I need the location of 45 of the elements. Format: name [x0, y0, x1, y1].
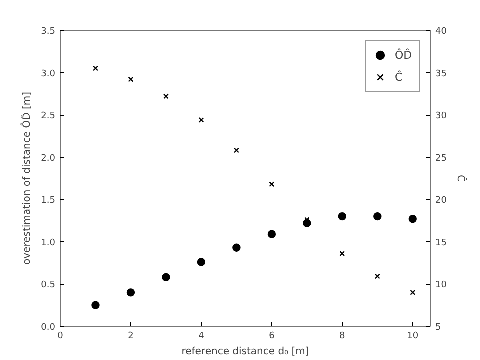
- y-tick-label: 0.0: [41, 323, 56, 333]
- y2-tick-label: 10: [436, 280, 448, 291]
- point: [268, 230, 276, 238]
- x-tick-label: 4: [198, 332, 205, 342]
- y2-tick-label: 15: [436, 238, 447, 248]
- y-tick-label: 2.0: [41, 154, 56, 164]
- y-tick-label: 0.5: [41, 280, 56, 291]
- y2-tick-label: 40: [436, 27, 448, 37]
- point: [408, 215, 417, 224]
- y2-tick-label: 25: [436, 154, 447, 164]
- y-tick-label: 3.0: [41, 69, 56, 80]
- point: [338, 212, 347, 221]
- point: [234, 148, 240, 154]
- point: [340, 251, 346, 256]
- y2-tick-label: 5: [436, 323, 442, 333]
- y-tick-label: 2.5: [41, 112, 56, 122]
- y2-tick-label: 35: [436, 69, 447, 80]
- point: [410, 290, 416, 296]
- y2-tick-label: 30: [436, 112, 448, 122]
- x-tick-label: 10: [407, 332, 419, 342]
- legend-label: Ĉ: [395, 70, 404, 84]
- x-axis-title: reference distance d₀ [m]: [182, 346, 310, 358]
- point: [232, 244, 241, 252]
- x-tick-label: 6: [269, 332, 276, 342]
- x-tick-label: 2: [128, 332, 134, 342]
- y-tick-label: 3.5: [41, 27, 56, 37]
- point: [163, 94, 169, 100]
- y-axis-title: overestimation of distance ÔD̂ [m]: [20, 92, 34, 266]
- y-tick-label: 1.0: [41, 238, 56, 248]
- y2-tick-label: 20: [436, 196, 448, 206]
- x-tick-label: 0: [58, 332, 64, 342]
- legend-label: ÔD̂: [395, 48, 414, 62]
- point: [92, 301, 100, 310]
- point: [93, 66, 98, 72]
- point: [374, 212, 382, 221]
- point: [126, 288, 136, 297]
- point: [128, 76, 134, 82]
- point: [197, 258, 206, 266]
- y-tick-label: 1.5: [41, 196, 56, 206]
- x-tick-label: 8: [340, 332, 346, 342]
- point: [198, 117, 204, 123]
- point: [374, 274, 380, 280]
- point: [162, 273, 170, 282]
- point: [269, 182, 275, 188]
- y2-axis-title: Ĉ: [454, 175, 468, 182]
